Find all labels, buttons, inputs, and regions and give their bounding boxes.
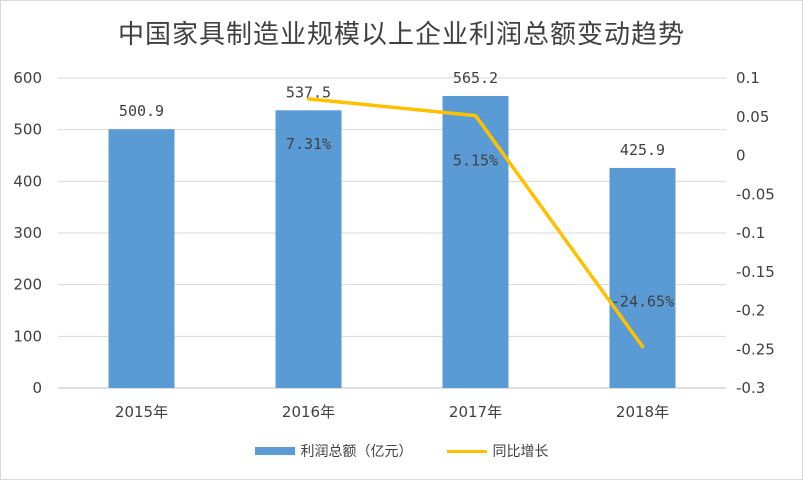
y-right-tick-label: -0.2 [736, 302, 765, 320]
y-right-tick-label: -0.15 [736, 263, 775, 281]
chart-title: 中国家具制造业规模以上企业利润总额变动趋势 [117, 20, 685, 50]
y-right-tick-label: -0.1 [736, 224, 765, 242]
line-data-label: -24.65% [611, 293, 674, 311]
legend-label-profit: 利润总额（亿元） [300, 444, 413, 460]
bar [275, 110, 342, 389]
y-right-tick-label: 0.05 [736, 108, 769, 126]
legend-item-growth: 同比增长 [446, 441, 549, 461]
bar-data-label: 425.9 [620, 141, 665, 159]
legend-swatch-bar [254, 447, 295, 455]
growth-line [306, 97, 645, 349]
bar [609, 167, 676, 388]
y-right-tick-label: -0.3 [736, 379, 765, 397]
bar-data-label: 565.2 [453, 69, 498, 87]
bar-data-label: 500.9 [119, 102, 164, 120]
legend: 利润总额（亿元） 同比增长 [0, 441, 803, 461]
y-left-tick-label: 0 [32, 379, 42, 397]
legend-label-growth: 同比增长 [492, 444, 549, 460]
y-right-tick-label: -0.05 [736, 185, 775, 203]
legend-swatch-line [446, 449, 487, 453]
bar [442, 95, 509, 388]
bar [108, 129, 175, 388]
y-left-tick-label: 200 [13, 276, 42, 294]
x-tick-label: 2018年 [616, 403, 669, 421]
y-left-tick-label: 500 [13, 121, 42, 139]
bar-data-label: 537.5 [286, 83, 331, 101]
y-right-tick-label: 0 [736, 147, 746, 165]
y-left-tick-label: 300 [13, 224, 42, 242]
y-left-tick-label: 400 [13, 172, 42, 190]
line-data-label: 5.15% [453, 152, 498, 170]
y-left-tick-label: 600 [13, 69, 42, 87]
x-tick-label: 2016年 [282, 403, 335, 421]
line-data-label: 7.31% [286, 135, 331, 153]
y-right-tick-label: -0.25 [736, 340, 775, 358]
legend-item-profit: 利润总额（亿元） [254, 441, 413, 461]
x-tick-label: 2015年 [115, 403, 168, 421]
x-tick-label: 2017年 [449, 403, 502, 421]
y-right-tick-label: 0.1 [736, 69, 760, 87]
y-left-tick-label: 100 [13, 327, 42, 345]
